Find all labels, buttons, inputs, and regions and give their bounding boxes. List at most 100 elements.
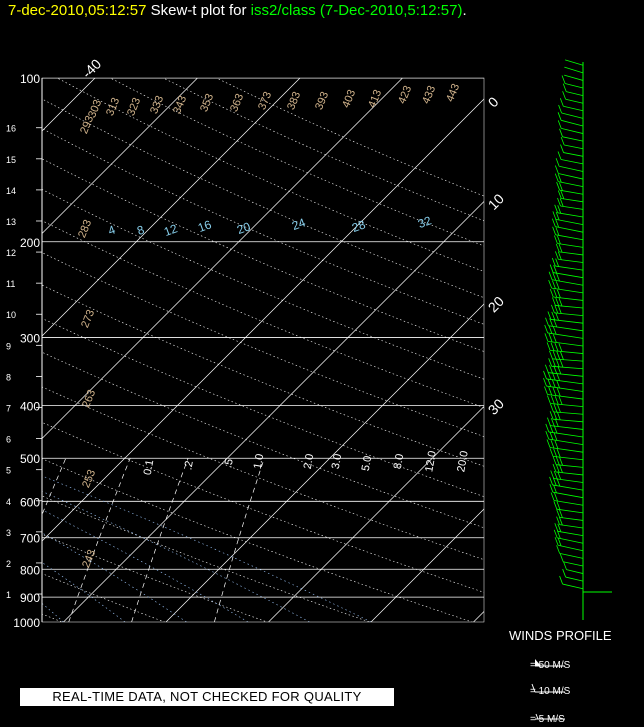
height-tick-label: 5: [6, 466, 11, 476]
wind-barb-feather: [556, 509, 561, 518]
wind-barb: [556, 508, 584, 514]
wind-barb-feather: [556, 516, 560, 525]
wind-barb: [560, 205, 584, 210]
wind-barb: [561, 127, 584, 134]
wind-barb: [550, 349, 584, 354]
height-tick-label: 8: [6, 372, 11, 382]
wind-barb-feather: [557, 197, 561, 207]
wind-barb-feather: [549, 350, 553, 360]
wind-barb-feather: [559, 198, 564, 207]
dry-adiabat: [42, 189, 484, 380]
pressure-tick-label: 800: [20, 563, 40, 577]
wind-barb-feather: [556, 411, 561, 420]
wind-barb-feather: [555, 297, 560, 306]
wind-barb: [564, 74, 584, 81]
isotherm-line: [42, 78, 301, 337]
wind-barb: [553, 411, 584, 415]
wind-barb-feather: [556, 545, 561, 554]
top-temperature-label: -50: [0, 56, 2, 82]
height-tick-label: 7: [6, 404, 11, 414]
wind-barb: [562, 583, 584, 590]
height-tick-label: 2: [6, 559, 11, 569]
wind-barb-feather: [560, 144, 564, 153]
wind-barb-feather: [555, 158, 560, 167]
wind-barb-feather: [557, 289, 561, 298]
wind-barb-feather: [549, 431, 554, 440]
wind-barb: [559, 251, 584, 256]
dry-adiabat-label: 383: [285, 90, 303, 112]
wind-barb: [555, 234, 584, 241]
labels-layer: 1002003004005006007008009001000123456789…: [0, 56, 507, 630]
wind-barb: [557, 530, 584, 537]
wind-barb: [550, 403, 584, 408]
wind-barb-feather: [558, 396, 563, 405]
wind-barb: [563, 105, 584, 112]
wind-barb-feather: [557, 174, 562, 183]
mixing-ratio-lower-label: 3.0: [330, 453, 344, 470]
wind-barb: [546, 385, 584, 392]
wind-barb-feather: [552, 226, 556, 235]
wind-barb-feather: [555, 258, 560, 267]
mixing-ratio-lower-label: 1.0: [252, 453, 266, 470]
wind-barb: [558, 258, 584, 263]
wind-barb-feather: [548, 279, 553, 289]
wind-barb-feather: [548, 325, 553, 334]
wind-barb: [548, 372, 584, 377]
dry-adiabat: [42, 422, 484, 593]
wind-barb-feather: [556, 372, 561, 381]
wind-barb: [551, 365, 584, 370]
dry-adiabat: [110, 78, 484, 247]
wind-barb-feather: [554, 235, 558, 244]
wind-barb-feather: [553, 448, 557, 457]
isotherm-line: [42, 98, 484, 542]
wind-barb: [553, 272, 584, 279]
wind-barb: [561, 198, 584, 203]
wind-barb: [553, 296, 584, 301]
wind-barb-feather: [554, 251, 559, 260]
wind-barb-feather: [555, 312, 559, 321]
wind-barb-feather: [553, 365, 558, 374]
wind-barb-feather: [545, 317, 549, 326]
mixing-ratio-label: 12: [162, 221, 180, 239]
pressure-tick-label: 600: [20, 495, 40, 509]
mixing-ratio-label: 28: [350, 217, 368, 235]
wind-barb-feather: [554, 165, 559, 174]
wind-barb-feather: [549, 264, 554, 273]
wind-barb: [560, 159, 584, 165]
wind-barb: [550, 319, 584, 324]
wind-barb: [553, 478, 584, 483]
wind-barb: [549, 447, 584, 453]
wind-barb-feather: [549, 318, 554, 327]
dry-adiabat-label: 273: [79, 308, 97, 330]
wind-barb-feather: [549, 411, 554, 420]
wind-barb-feather: [559, 464, 563, 473]
wind-barb-feather: [554, 418, 559, 427]
wind-barb: [552, 455, 584, 461]
mixing-ratio-label: 32: [416, 213, 434, 231]
pressure-tick-label: 700: [20, 532, 40, 546]
wind-barb: [563, 152, 584, 157]
wind-barb-feather: [559, 182, 563, 191]
wind-barb-feather: [556, 182, 560, 191]
wind-barb-feather: [557, 190, 562, 199]
wind-barb-feather: [561, 75, 566, 84]
wind-barb-feather: [556, 449, 561, 458]
wind-barb-feather: [559, 359, 564, 368]
wind-barb: [562, 136, 584, 142]
wind-barb-feather: [553, 529, 558, 539]
mixing-ratio-label: 4: [106, 222, 117, 238]
moist-adiabat: [42, 490, 310, 622]
right-temperature-label: 30: [485, 395, 507, 417]
wind-barb-feather: [549, 288, 554, 298]
dry-adiabat-label: 313: [104, 96, 122, 118]
wind-barb-feather: [562, 568, 567, 578]
wind-barb-feather: [550, 342, 555, 351]
wind-barb: [552, 484, 584, 491]
wind-barb: [563, 561, 584, 567]
dry-adiabat-label: 433: [420, 84, 438, 106]
wind-barb-feather: [554, 305, 559, 314]
dry-adiabat-label: 323: [125, 96, 143, 118]
pressure-tick-label: 100: [20, 72, 40, 86]
wind-barb-feather: [547, 417, 551, 426]
